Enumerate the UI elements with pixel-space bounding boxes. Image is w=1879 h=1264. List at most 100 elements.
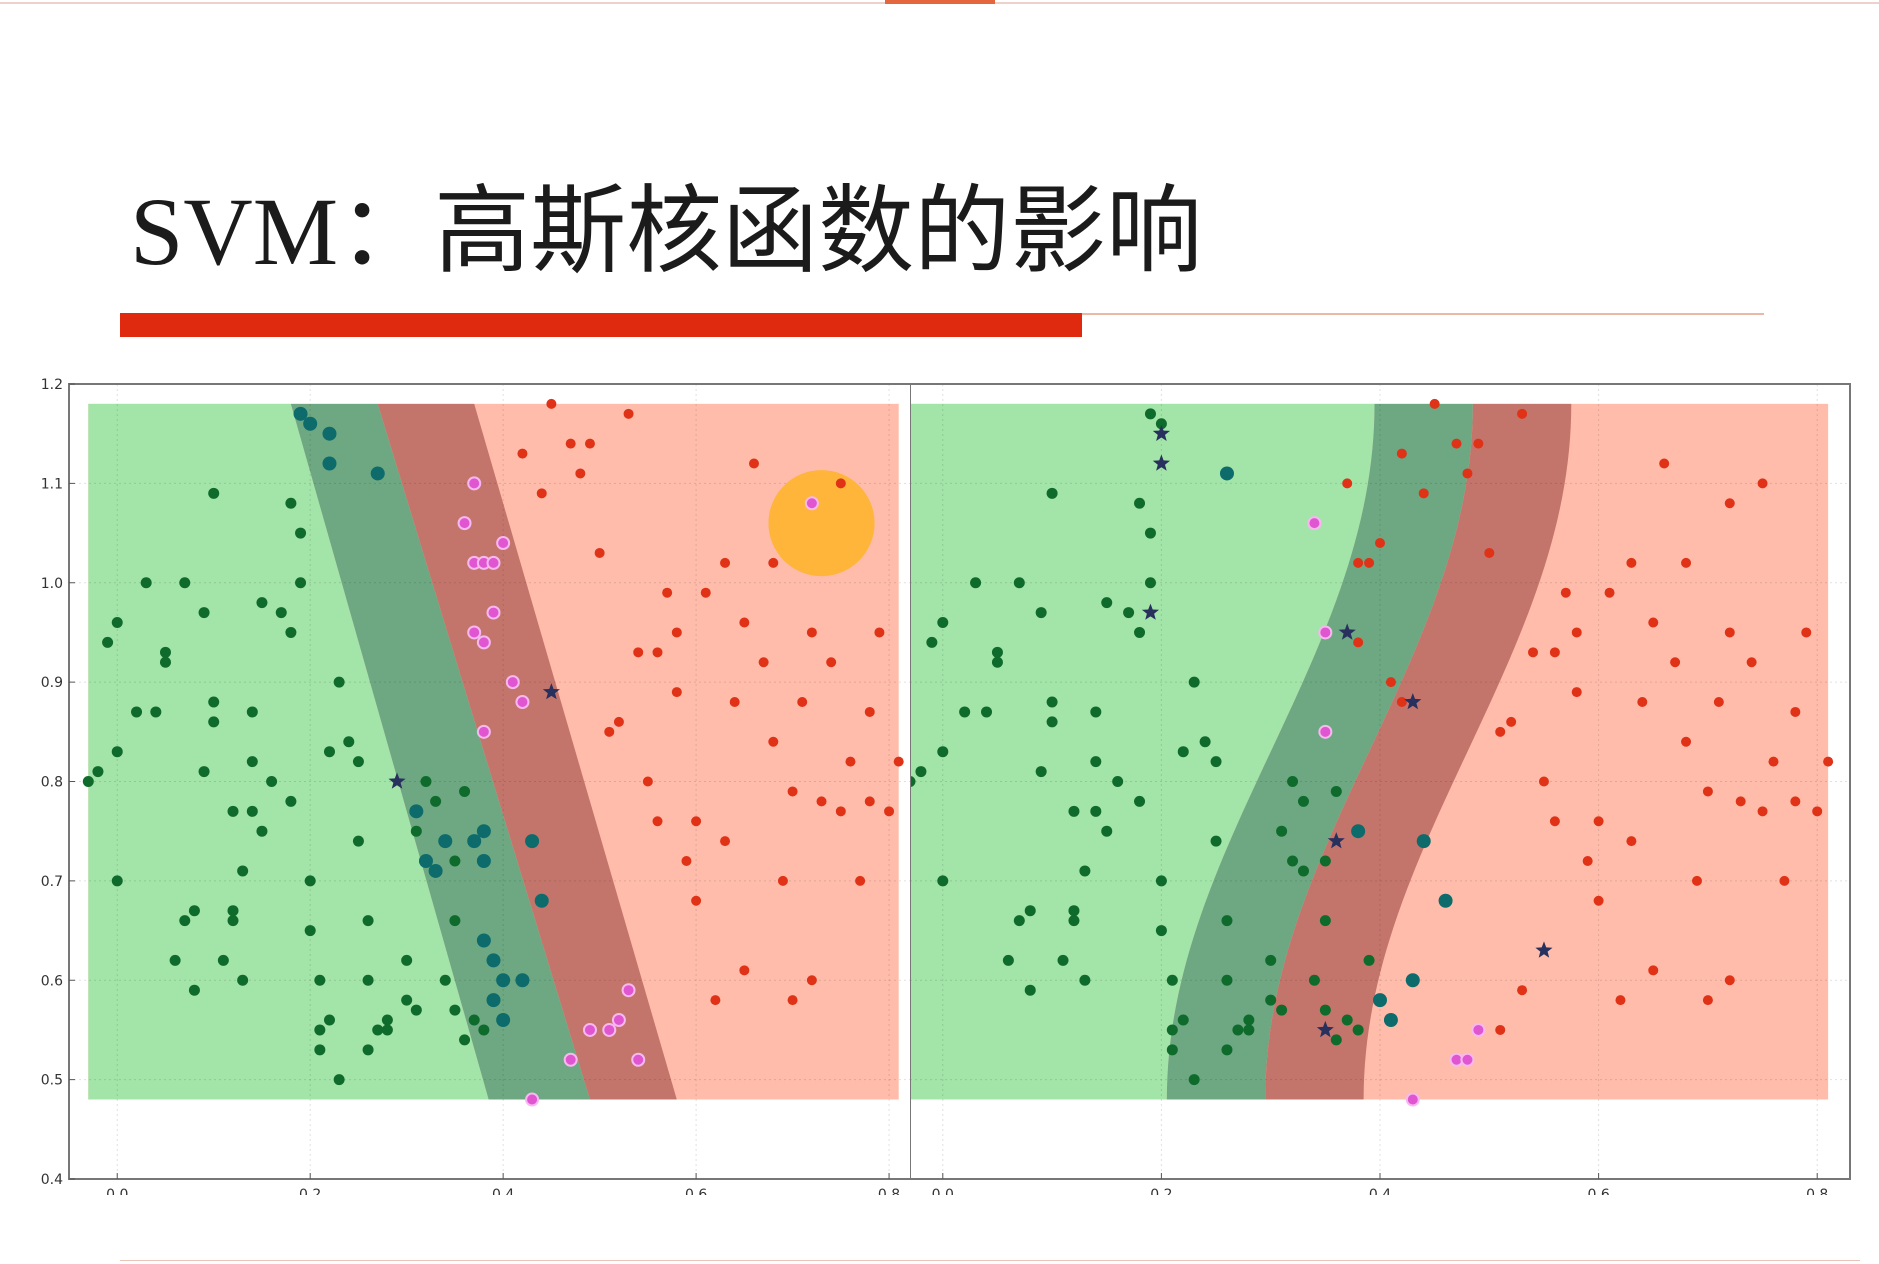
green-point <box>246 805 258 817</box>
red-point <box>652 816 663 827</box>
x-tick-label: 0.8 <box>1806 1187 1828 1195</box>
green-point <box>1287 855 1299 867</box>
red-point <box>1615 995 1626 1006</box>
red-point <box>884 806 895 817</box>
y-tick-label: 0.9 <box>41 675 63 691</box>
green-point <box>1046 487 1058 499</box>
red-point <box>1517 408 1528 419</box>
red-point <box>671 687 682 698</box>
red-point <box>1768 756 1779 767</box>
red-point <box>720 836 731 847</box>
green-point <box>285 497 297 509</box>
green-point <box>1046 716 1058 728</box>
green-point <box>1057 954 1069 966</box>
red-point <box>575 468 586 479</box>
green-point <box>937 617 949 628</box>
red-support-point <box>602 1022 617 1037</box>
red-point <box>1691 875 1702 886</box>
green-point <box>198 607 210 619</box>
red-point <box>729 697 740 707</box>
title-underline-rule <box>1082 313 1764 315</box>
green-point <box>150 706 162 718</box>
red-point <box>1549 647 1560 658</box>
red-point <box>652 647 663 658</box>
green-point <box>1166 1044 1178 1056</box>
red-point <box>768 736 779 747</box>
red-point <box>720 557 731 568</box>
red-point <box>662 587 673 598</box>
green-point <box>991 656 1003 668</box>
green-point <box>439 974 451 986</box>
red-point <box>1375 538 1385 548</box>
green-point <box>1341 1014 1353 1026</box>
x-tick-label: 0.2 <box>1150 1187 1172 1195</box>
green-point <box>208 716 220 728</box>
red-margin-band <box>1265 403 1572 1100</box>
red-point <box>893 756 904 767</box>
red-point <box>739 965 750 976</box>
green-point <box>1243 1024 1255 1036</box>
slide-title: SVM：高斯核函数的影响 <box>130 178 1203 285</box>
green-point <box>410 825 422 837</box>
green-point <box>1166 1024 1178 1036</box>
green-point <box>237 865 249 877</box>
green-point <box>362 915 374 927</box>
green-point <box>1155 418 1167 430</box>
green-point <box>111 746 123 758</box>
green-support-point <box>476 933 491 948</box>
y-tick-label: 1.0 <box>41 576 63 592</box>
red-point <box>1396 697 1407 707</box>
green-support-point <box>496 1013 511 1027</box>
support-vector-star <box>1327 832 1345 849</box>
green-point <box>1144 408 1156 420</box>
green-point <box>449 855 461 867</box>
y-tick-label: 0.7 <box>41 874 63 890</box>
green-point <box>372 1024 384 1036</box>
green-point <box>1024 984 1036 996</box>
red-point <box>1495 1024 1506 1035</box>
green-support-point <box>1438 893 1453 908</box>
green-point <box>333 1074 345 1086</box>
green-point <box>1024 905 1036 917</box>
green-point <box>915 766 927 778</box>
red-point <box>1451 438 1462 449</box>
green-point <box>92 766 104 778</box>
red-support-point <box>467 625 482 640</box>
green-point <box>304 925 316 937</box>
green-point <box>1276 825 1288 837</box>
green-point <box>179 915 191 927</box>
red-point <box>1724 975 1735 986</box>
bottom-rule <box>120 1260 1860 1261</box>
green-point <box>227 805 239 817</box>
green-support-point <box>476 854 491 868</box>
green-point <box>981 706 993 718</box>
green-support-point <box>476 824 491 839</box>
green-point <box>1068 805 1080 817</box>
green-point <box>449 915 461 927</box>
y-tick-label: 0.4 <box>41 1172 63 1188</box>
red-support-point <box>1471 1022 1486 1037</box>
green-point <box>1101 597 1113 609</box>
red-point <box>768 557 779 568</box>
x-tick-label: 0.4 <box>1369 1187 1391 1195</box>
green-point <box>140 577 152 589</box>
green-point <box>198 766 210 778</box>
red-point <box>787 995 798 1006</box>
green-point <box>295 527 307 539</box>
green-point <box>1046 696 1058 708</box>
y-tick-label: 1.2 <box>41 377 63 393</box>
green-point <box>352 835 364 847</box>
support-vector-star <box>1141 603 1159 620</box>
green-point <box>1134 626 1146 638</box>
green-point <box>1221 1044 1233 1056</box>
green-point <box>1319 915 1331 927</box>
green-point <box>468 1014 480 1026</box>
red-point <box>1582 856 1593 866</box>
y-tick-label: 1.1 <box>41 476 63 492</box>
green-point <box>314 974 326 986</box>
green-support-point <box>1405 973 1420 988</box>
red-point <box>1724 627 1735 638</box>
red-point <box>691 895 702 906</box>
green-support-point <box>515 973 530 988</box>
green-point <box>959 706 971 718</box>
